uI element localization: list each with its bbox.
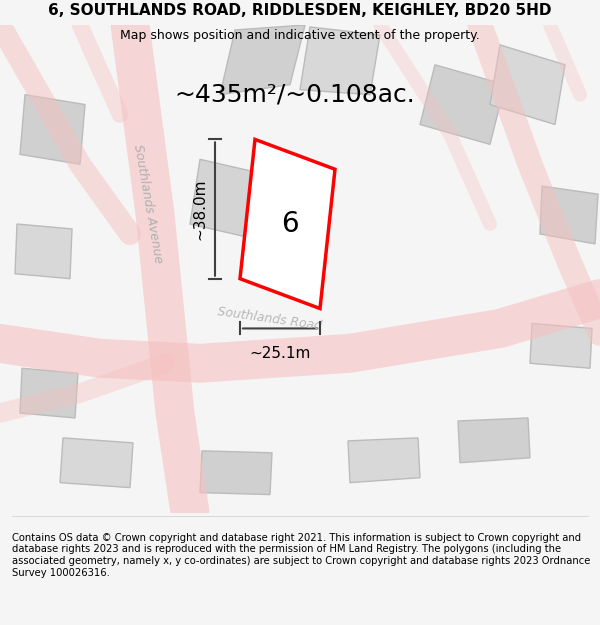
Polygon shape — [490, 45, 565, 124]
Polygon shape — [15, 224, 72, 279]
Text: 6: 6 — [281, 210, 299, 238]
Polygon shape — [348, 438, 420, 483]
Text: Southlands Avenue: Southlands Avenue — [131, 144, 165, 264]
Polygon shape — [20, 368, 78, 418]
Polygon shape — [190, 159, 265, 239]
Text: ~25.1m: ~25.1m — [250, 346, 311, 361]
Polygon shape — [530, 324, 592, 368]
Text: Contains OS data © Crown copyright and database right 2021. This information is : Contains OS data © Crown copyright and d… — [12, 532, 590, 578]
Text: Map shows position and indicative extent of the property.: Map shows position and indicative extent… — [120, 29, 480, 41]
Polygon shape — [220, 25, 305, 94]
Polygon shape — [240, 139, 335, 309]
Polygon shape — [540, 186, 598, 244]
Polygon shape — [458, 418, 530, 462]
Text: Southlands Road: Southlands Road — [217, 305, 323, 332]
Text: 6, SOUTHLANDS ROAD, RIDDLESDEN, KEIGHLEY, BD20 5HD: 6, SOUTHLANDS ROAD, RIDDLESDEN, KEIGHLEY… — [48, 3, 552, 18]
Polygon shape — [60, 438, 133, 488]
Polygon shape — [420, 65, 505, 144]
Polygon shape — [20, 94, 85, 164]
Text: ~38.0m: ~38.0m — [192, 178, 207, 240]
Text: ~435m²/~0.108ac.: ~435m²/~0.108ac. — [175, 82, 415, 107]
Polygon shape — [300, 27, 380, 94]
Polygon shape — [200, 451, 272, 494]
